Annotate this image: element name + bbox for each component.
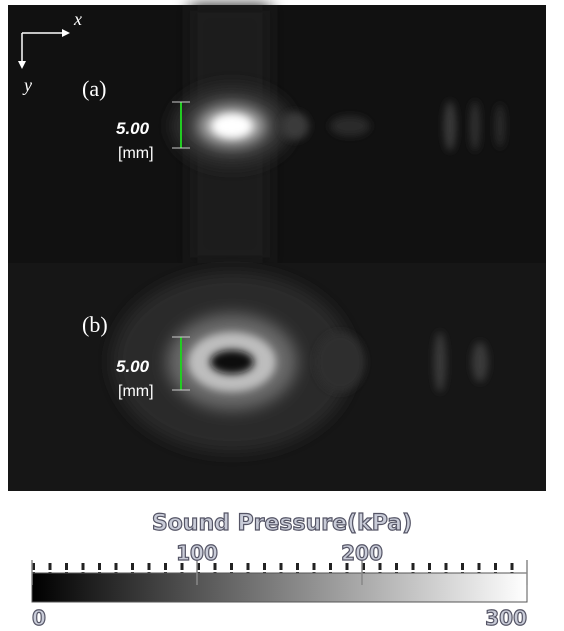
panel-label: (a) <box>82 76 106 101</box>
colorbar-tick-label: 0 <box>32 606 46 630</box>
scale-unit: [mm] <box>118 383 154 400</box>
colorbar-tick-label: 200 <box>341 541 383 565</box>
scale-value: 5.00 <box>116 357 150 376</box>
panel-a <box>8 5 546 263</box>
scale-value: 5.00 <box>116 119 150 138</box>
colorbar-tick-label: 300 <box>485 606 527 630</box>
colorbar-title: Sound Pressure(kPa) <box>152 511 412 536</box>
colorbar-tick-label: 100 <box>176 541 218 565</box>
scale-unit: [mm] <box>118 145 154 162</box>
panel-label: (b) <box>82 312 108 337</box>
colorbar <box>32 573 527 602</box>
panel-b <box>8 263 546 491</box>
figure: x y (a) (b) 5.00 [mm] 5.00 [mm] Sound Pr… <box>0 0 564 631</box>
x-axis-label: x <box>73 9 82 29</box>
minor-ticks <box>32 563 527 573</box>
y-axis-label: y <box>22 75 32 95</box>
